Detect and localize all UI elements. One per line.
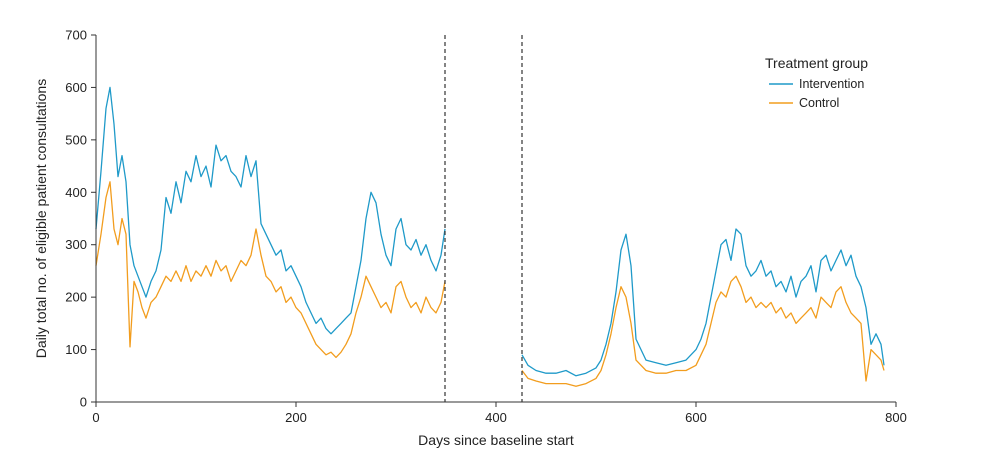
series-line-control-segment-2	[521, 275, 885, 387]
y-tick-label: 700	[65, 28, 87, 43]
y-tick-label: 200	[65, 290, 87, 305]
axes: 0 100 200 300 400 500 600 700 0 200 400 600 800 Day…	[33, 28, 907, 449]
x-ticks: 0 200 400 600 800	[92, 402, 907, 425]
y-tick-label: 600	[65, 80, 87, 95]
x-tick-label: 800	[885, 410, 907, 425]
legend: Treatment group Intervention Control	[765, 55, 868, 110]
y-axis-title: Daily total no. of eligible patient cons…	[33, 79, 49, 358]
series-line-control-segment-1	[95, 181, 446, 359]
y-tick-label: 500	[65, 132, 87, 147]
y-ticks: 0 100 200 300 400 500 600 700	[65, 28, 96, 410]
x-axis-title: Days since baseline start	[418, 432, 574, 448]
x-tick-label: 400	[485, 410, 507, 425]
x-tick-label: 200	[285, 410, 307, 425]
y-tick-label: 300	[65, 237, 87, 252]
x-tick-label: 0	[92, 410, 99, 425]
y-tick-label: 0	[80, 395, 87, 410]
series-line-intervention-segment-1	[95, 86, 446, 335]
plot-lines	[95, 35, 885, 402]
legend-label-intervention: Intervention	[799, 77, 864, 91]
y-tick-label: 100	[65, 342, 87, 357]
legend-title: Treatment group	[765, 55, 868, 71]
x-tick-label: 600	[685, 410, 707, 425]
y-tick-label: 400	[65, 185, 87, 200]
legend-label-control: Control	[799, 96, 839, 110]
series-line-intervention-segment-2	[521, 228, 885, 377]
